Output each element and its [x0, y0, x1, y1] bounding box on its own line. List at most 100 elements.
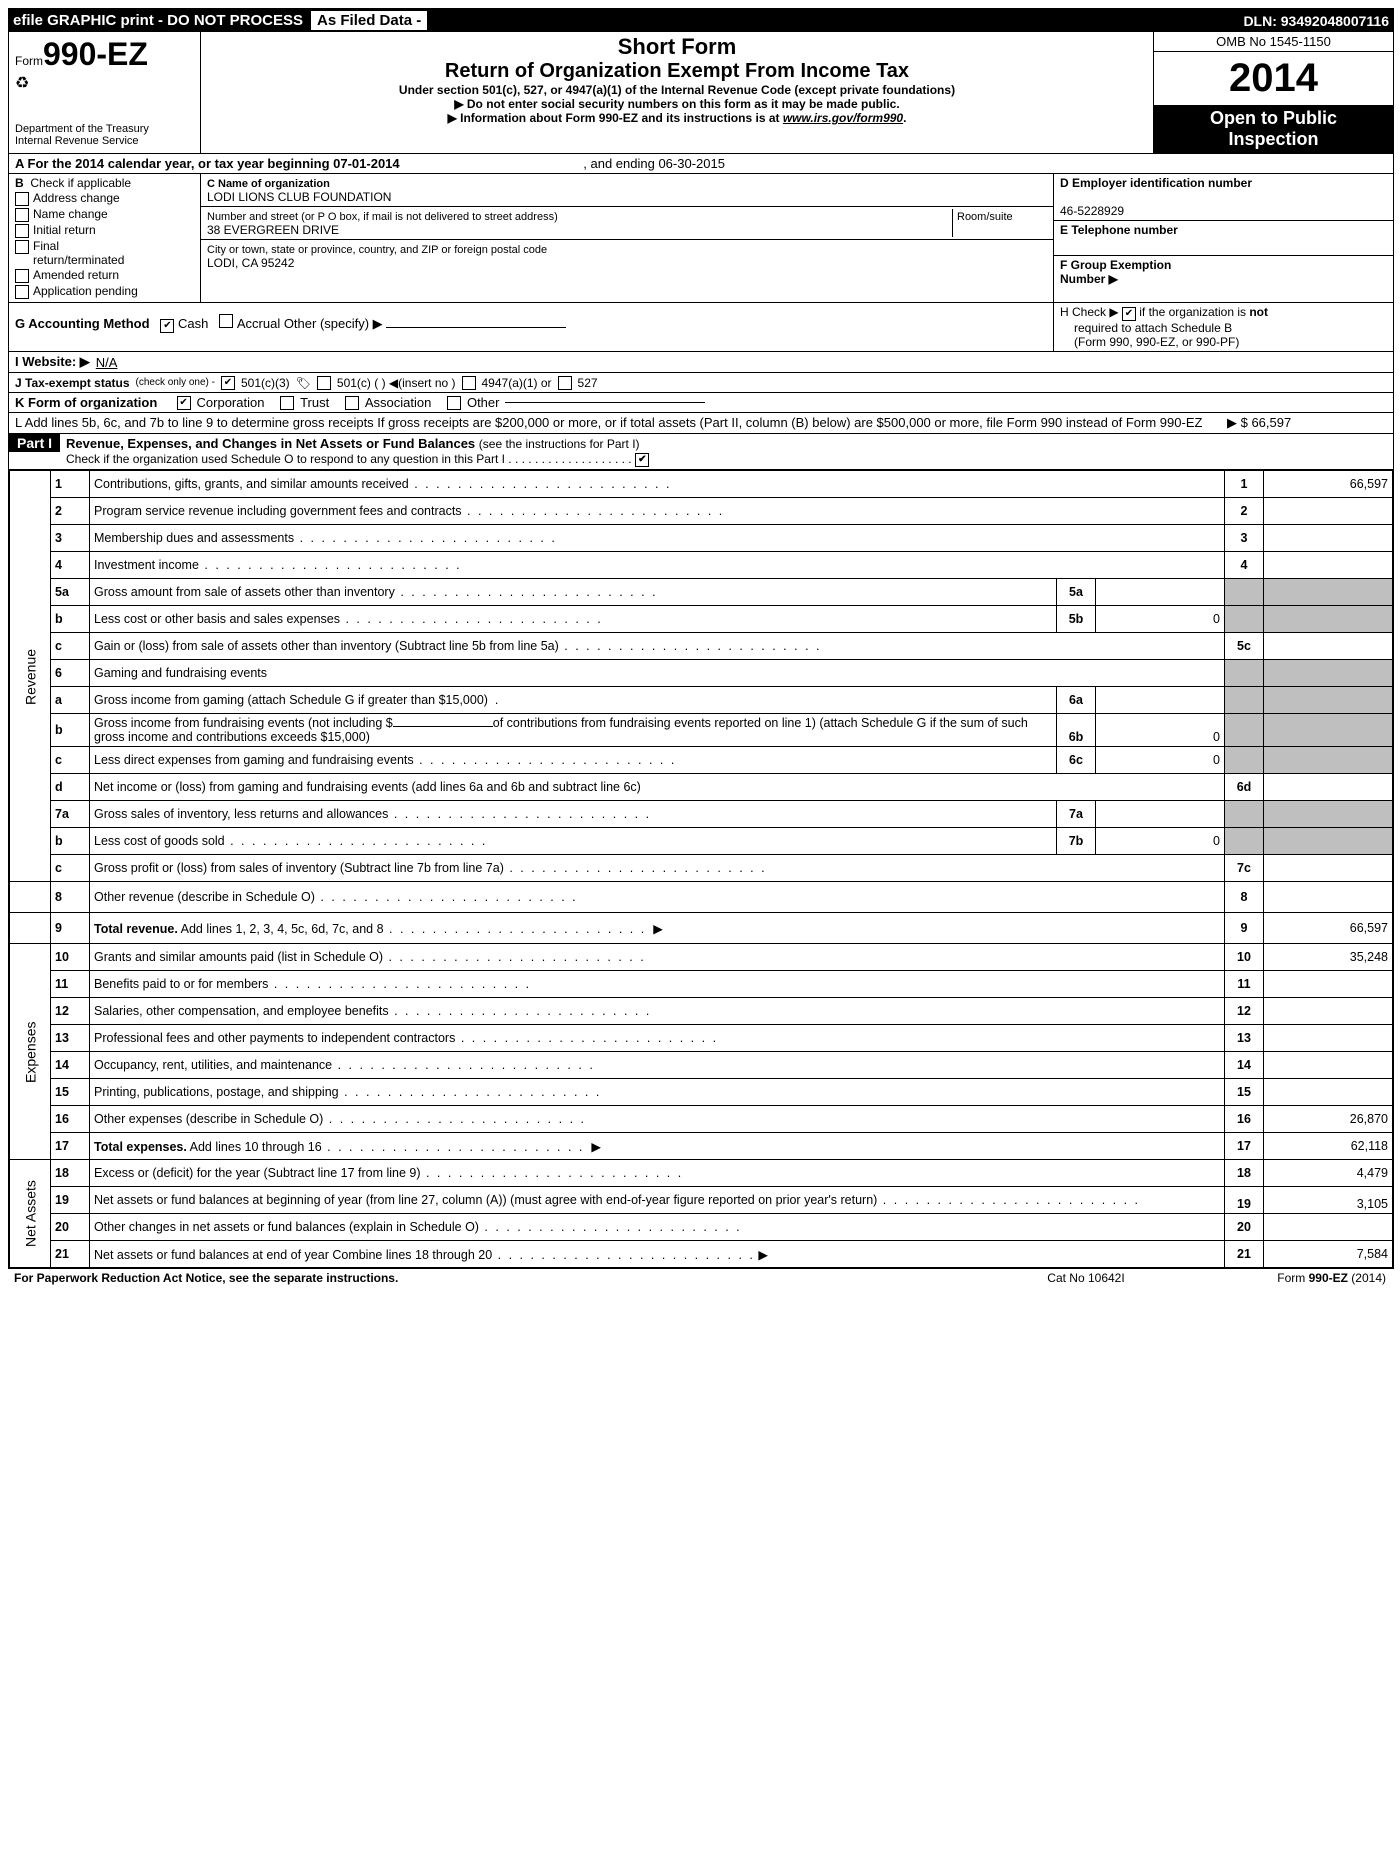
chk-final[interactable] [15, 240, 29, 254]
open-to-public: Open to Public Inspection [1154, 105, 1393, 153]
label-phone: E Telephone number [1060, 223, 1178, 237]
line-20-value [1264, 1214, 1393, 1241]
cat-no: Cat No 10642I [986, 1271, 1186, 1285]
efile-topbar: efile GRAPHIC print - DO NOT PROCESS As … [9, 9, 1393, 32]
no-ssn-note: ▶ Do not enter social security numbers o… [207, 97, 1147, 111]
revenue-section-label: Revenue [10, 471, 51, 882]
tax-year: 2014 [1154, 52, 1393, 105]
line-7c-value [1264, 855, 1393, 882]
label-city: City or town, state or province, country… [207, 244, 547, 256]
return-title: Return of Organization Exempt From Incom… [207, 60, 1147, 83]
paperwork-notice: For Paperwork Reduction Act Notice, see … [14, 1271, 986, 1285]
line-16-value: 26,870 [1264, 1106, 1393, 1133]
line-6a-value [1096, 687, 1225, 714]
line-12-value [1264, 998, 1393, 1025]
line-5a-value [1096, 579, 1225, 606]
line-5b-value: 0 [1096, 606, 1225, 633]
chk-assoc[interactable] [345, 396, 359, 410]
as-filed-label: As Filed Data - [311, 11, 427, 30]
part-i-table: Revenue 1 Contributions, gifts, grants, … [9, 470, 1393, 1268]
line-17-value: 62,118 [1264, 1133, 1393, 1160]
section-bcdef: B Check if applicable Address change Nam… [9, 174, 1393, 303]
col-def: D Employer identification number 46-5228… [1053, 174, 1393, 302]
part-i-header: Part I Revenue, Expenses, and Changes in… [9, 434, 1393, 470]
chk-501c3[interactable]: ✔ [221, 376, 235, 390]
chk-schedule-o[interactable]: ✔ [635, 453, 649, 467]
netassets-section-label: Net Assets [10, 1160, 51, 1268]
form-990ez: efile GRAPHIC print - DO NOT PROCESS As … [8, 8, 1394, 1269]
chk-trust[interactable] [280, 396, 294, 410]
label-room: Room/suite [957, 211, 1013, 223]
under-section: Under section 501(c), 527, or 4947(a)(1)… [207, 83, 1147, 97]
info-note: ▶ Information about Form 990-EZ and its … [207, 111, 1147, 125]
line-6d-value [1264, 774, 1393, 801]
line-21-value: 7,584 [1264, 1241, 1393, 1268]
chk-other-org[interactable] [447, 396, 461, 410]
chk-cash[interactable]: ✔ [160, 319, 174, 333]
line-2-value [1264, 498, 1393, 525]
chk-initial-return[interactable] [15, 224, 29, 238]
col-c-org-info: C Name of organization LODI LIONS CLUB F… [201, 174, 1053, 302]
chk-address-change[interactable] [15, 192, 29, 206]
irs-label: Internal Revenue Service [15, 135, 194, 147]
omb-number: OMB No 1545-1150 [1154, 32, 1393, 52]
label-org-name: C Name of organization [207, 178, 330, 190]
dln: DLN: 93492048007116 [1243, 13, 1389, 29]
expenses-section-label: Expenses [10, 944, 51, 1160]
org-name: LODI LIONS CLUB FOUNDATION [207, 190, 391, 204]
line-6c-value: 0 [1096, 747, 1225, 774]
line-18-value: 4,479 [1264, 1160, 1393, 1187]
chk-527[interactable] [558, 376, 572, 390]
chk-name-change[interactable] [15, 208, 29, 222]
line-7b-value: 0 [1096, 828, 1225, 855]
chk-amended[interactable] [15, 269, 29, 283]
chk-corp[interactable]: ✔ [177, 396, 191, 410]
form-number: 990-EZ [43, 36, 148, 72]
line-3-value [1264, 525, 1393, 552]
form-header: Form990-EZ ♻ Department of the Treasury … [9, 32, 1393, 154]
line-9-value: 66,597 [1264, 913, 1393, 944]
line-10-value: 35,248 [1264, 944, 1393, 971]
recycle-icon: ♻ [15, 73, 194, 93]
line-1-value: 66,597 [1264, 471, 1393, 498]
website-value: N/A [96, 355, 118, 370]
row-j-tax-status: J Tax-exempt status(check only one) - ✔5… [9, 373, 1393, 393]
page-footer: For Paperwork Reduction Act Notice, see … [8, 1269, 1392, 1287]
row-i-website: I Website: ▶ N/A [9, 352, 1393, 373]
line-19-value: 3,105 [1264, 1187, 1393, 1214]
row-a-tax-year: A For the 2014 calendar year, or tax yea… [9, 154, 1393, 174]
street-address: 38 EVERGREEN DRIVE [207, 223, 339, 237]
col-b-checkboxes: B Check if applicable Address change Nam… [9, 174, 201, 302]
form-ref: Form 990-EZ (2014) [1186, 1271, 1386, 1285]
chk-accrual[interactable] [219, 314, 233, 328]
city-state-zip: LODI, CA 95242 [207, 256, 294, 270]
label-ein: D Employer identification number [1060, 176, 1252, 190]
line-15-value [1264, 1079, 1393, 1106]
gross-receipts-amount: ▶ $ 66,597 [1227, 415, 1387, 431]
row-k-org-form: K Form of organization ✔Corporation Trus… [9, 393, 1393, 413]
part-i-tab: Part I [9, 434, 60, 452]
line-8-value [1264, 882, 1393, 913]
irs-link[interactable]: www.irs.gov/form990 [783, 111, 903, 125]
short-form-title: Short Form [207, 34, 1147, 60]
ein: 46-5228929 [1060, 204, 1124, 218]
line-6b-value: 0 [1096, 714, 1225, 747]
chk-app-pending[interactable] [15, 285, 29, 299]
row-l-gross-receipts: L Add lines 5b, 6c, and 7b to line 9 to … [9, 413, 1393, 434]
label-street: Number and street (or P O box, if mail i… [207, 211, 558, 223]
line-11-value [1264, 971, 1393, 998]
help-icon[interactable]: 🏷 [296, 376, 311, 390]
form-prefix: Form [15, 54, 43, 68]
line-14-value [1264, 1052, 1393, 1079]
chk-4947[interactable] [462, 376, 476, 390]
efile-label: efile GRAPHIC print - DO NOT PROCESS [13, 12, 303, 29]
line-7a-value [1096, 801, 1225, 828]
line-5c-value [1264, 633, 1393, 660]
dept-treasury: Department of the Treasury [15, 123, 194, 135]
row-gh: G Accounting Method ✔ Cash Accrual Other… [9, 303, 1393, 352]
line-13-value [1264, 1025, 1393, 1052]
line-4-value [1264, 552, 1393, 579]
chk-sched-b[interactable]: ✔ [1122, 307, 1136, 321]
label-group-exemption: F Group ExemptionNumber ▶ [1060, 258, 1171, 286]
chk-501c[interactable] [317, 376, 331, 390]
